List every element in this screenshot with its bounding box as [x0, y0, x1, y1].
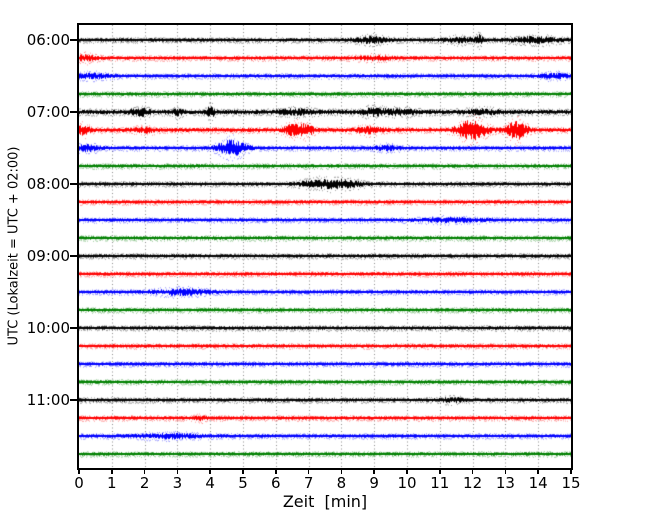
- x-tick-label: 13: [495, 474, 515, 492]
- x-tick-mark: [275, 470, 277, 474]
- x-tick-label: 4: [205, 474, 215, 492]
- x-tick-label: 5: [238, 474, 248, 492]
- x-tick-label: 11: [430, 474, 450, 492]
- x-tick-mark: [373, 470, 375, 474]
- y-tick-mark: [70, 111, 77, 113]
- x-tick-mark: [406, 470, 408, 474]
- x-tick-mark: [471, 470, 474, 474]
- y-tick-label: 09:00: [26, 247, 70, 265]
- x-tick-mark: [439, 470, 441, 474]
- x-tick-label: 0: [74, 474, 84, 492]
- y-tick-mark: [70, 39, 77, 41]
- x-tick-mark: [340, 470, 343, 474]
- y-tick-label: 08:00: [26, 175, 70, 193]
- y-tick-mark: [70, 399, 77, 401]
- x-tick-label: 8: [336, 474, 347, 492]
- x-tick-label: 3: [172, 474, 183, 492]
- x-tick-mark: [242, 470, 244, 474]
- x-axis-label: Zeit [min]: [282, 492, 368, 511]
- x-tick-mark: [307, 470, 310, 474]
- x-tick-label: 14: [528, 474, 548, 492]
- x-tick-mark: [176, 470, 179, 474]
- x-tick-label: 10: [397, 474, 417, 492]
- x-tick-mark: [111, 470, 113, 474]
- x-tick-mark: [504, 470, 507, 474]
- y-tick-label: 10:00: [26, 319, 70, 337]
- x-tick-mark: [78, 470, 80, 474]
- x-tick-label: 6: [271, 474, 281, 492]
- y-tick-mark: [70, 255, 77, 257]
- seismogram-canvas: [79, 25, 571, 468]
- y-tick-label: 06:00: [26, 31, 70, 49]
- x-tick-label: 15: [561, 474, 581, 492]
- y-tick-mark: [70, 327, 77, 329]
- y-tick-label: 11:00: [26, 391, 70, 409]
- y-tick-mark: [70, 183, 77, 185]
- x-tick-mark: [537, 470, 539, 474]
- x-tick-mark: [143, 470, 146, 474]
- x-tick-label: 2: [139, 474, 150, 492]
- x-tick-label: 12: [463, 474, 483, 492]
- x-tick-mark: [570, 470, 572, 474]
- y-tick-label: 07:00: [26, 103, 70, 121]
- x-tick-mark: [209, 470, 211, 474]
- x-tick-label: 1: [107, 474, 117, 492]
- x-tick-label: 7: [303, 474, 314, 492]
- x-tick-label: 9: [369, 474, 379, 492]
